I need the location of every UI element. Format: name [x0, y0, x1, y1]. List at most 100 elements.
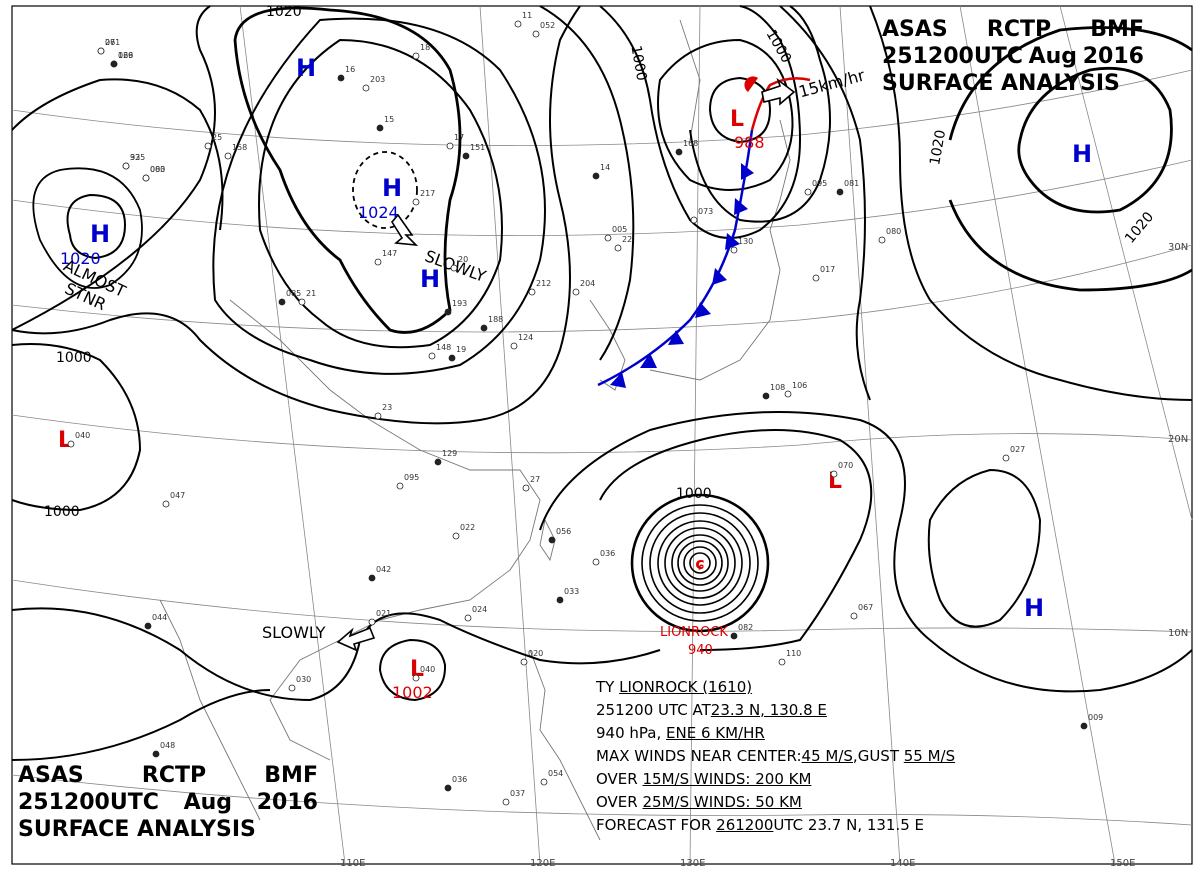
station-value: 130	[738, 237, 753, 246]
isobar	[11, 343, 142, 512]
header-agency: ASAS	[882, 17, 948, 42]
header-code: BMF	[264, 763, 318, 788]
pressure-center-letter: L	[730, 107, 744, 132]
isobar-label: 1000	[763, 27, 795, 66]
station-circle	[444, 784, 452, 792]
station-value: 056	[556, 527, 571, 536]
isobar	[539, 411, 1193, 693]
pressure-center-letter: H	[1072, 140, 1092, 168]
station-value: 095	[812, 179, 827, 188]
header-year: 2016	[256, 790, 318, 815]
pressure-center-letter: H	[1024, 594, 1044, 622]
station-circle	[614, 244, 622, 252]
typhoon-info-line: 251200 UTC AT23.3 N, 130.8 E	[596, 699, 955, 722]
pressure-center-value: 1002	[392, 683, 433, 702]
meridian-line	[839, 5, 901, 865]
station-circle	[520, 658, 528, 666]
typhoon-forecast-time: 261200	[716, 816, 774, 834]
station-value: 147	[382, 249, 397, 258]
station-value: 022	[460, 523, 475, 532]
station-circle	[152, 750, 160, 758]
station-circle	[97, 47, 105, 55]
isobar-label: 1020	[927, 129, 949, 167]
motion-arrow	[761, 77, 796, 106]
station-circle	[452, 532, 460, 540]
station-circle	[362, 84, 370, 92]
header-station: RCTP	[986, 17, 1052, 42]
station-circle	[337, 74, 345, 82]
isobar	[1017, 66, 1173, 214]
station-circle	[675, 148, 683, 156]
typhoon-radius-label: OVER	[596, 793, 643, 811]
station-value: 080	[150, 165, 165, 174]
station-circle	[462, 152, 470, 160]
header-time: 251200UTC	[18, 790, 159, 815]
header-bottom: ASAS RCTP BMF 251200UTC Aug 2016 SURFACE…	[18, 762, 318, 843]
isobar-label: 1020	[266, 4, 302, 20]
parallel-line	[11, 414, 1193, 454]
station-circle	[224, 152, 232, 160]
station-value: 25	[212, 133, 222, 142]
typhoon-isobars	[630, 493, 770, 633]
header-title: SURFACE ANALYSIS	[18, 817, 256, 842]
station-circle	[144, 622, 152, 630]
station-value: 052	[540, 21, 555, 30]
station-value: 042	[376, 565, 391, 574]
station-value: 14	[600, 163, 610, 172]
station-circle	[556, 596, 564, 604]
china-coast	[229, 299, 541, 761]
korea-coast	[589, 299, 626, 391]
isobar	[708, 76, 772, 144]
station-value: 935	[130, 153, 145, 162]
station-value: 024	[472, 605, 487, 614]
typhoon-info-line: FORECAST FOR 261200UTC 23.7 N, 131.5 E	[596, 814, 955, 837]
station-circle	[528, 288, 536, 296]
station-circle	[510, 342, 518, 350]
header-title: SURFACE ANALYSIS	[882, 71, 1120, 96]
station-value: 148	[436, 343, 451, 352]
station-circle	[412, 52, 420, 60]
station-value: 16	[345, 65, 355, 74]
isobar	[11, 5, 581, 425]
station-value: 129	[442, 449, 457, 458]
philippines-coast	[529, 649, 601, 841]
station-value: 19	[456, 345, 466, 354]
station-circle	[804, 188, 812, 196]
typhoon-radius-15: 15M/S WINDS: 200 KM	[642, 770, 812, 788]
meridian-line	[959, 5, 1116, 865]
longitude-label: 120E	[530, 858, 555, 869]
station-circle	[67, 440, 75, 448]
station-value: 15	[384, 115, 394, 124]
station-value: 005	[612, 225, 627, 234]
coastlines	[159, 19, 791, 841]
warm-front	[744, 76, 811, 131]
typhoon-name-label: LIONROCK	[660, 625, 728, 640]
station-circle	[514, 20, 522, 28]
typhoon-time: 251200 UTC AT	[596, 701, 711, 719]
typhoon-max-winds: 45 M/S	[801, 747, 853, 765]
station-value: 168	[683, 139, 698, 148]
sakhalin-coast	[679, 19, 701, 141]
meridian-line	[1059, 5, 1193, 521]
meridian-line	[479, 5, 541, 865]
typhoon-info-line: OVER 25M/S WINDS: 50 KM	[596, 791, 955, 814]
station-circle	[204, 142, 212, 150]
longitude-label: 110E	[340, 858, 365, 869]
station-value: 085	[286, 289, 301, 298]
motion-arrows	[336, 77, 796, 652]
pressure-center-letter: H	[420, 265, 440, 293]
station-circle	[592, 558, 600, 566]
station-value: 21	[306, 289, 316, 298]
header-top: ASAS RCTP BMF 251200UTC Aug 2016 SURFACE…	[882, 16, 1144, 97]
station-value: 040	[420, 665, 435, 674]
station-circle	[502, 798, 510, 806]
isobar	[779, 5, 871, 401]
station-value: 017	[820, 265, 835, 274]
isobar	[657, 38, 794, 191]
motion-arrow	[391, 213, 419, 247]
typhoon-name: LIONROCK (1610)	[619, 678, 753, 696]
latitude-label: 30N	[1168, 242, 1188, 253]
typhoon-info-line: TY LIONROCK (1610)	[596, 676, 955, 699]
map-frame	[11, 5, 1193, 865]
header-agency: ASAS	[18, 763, 84, 788]
